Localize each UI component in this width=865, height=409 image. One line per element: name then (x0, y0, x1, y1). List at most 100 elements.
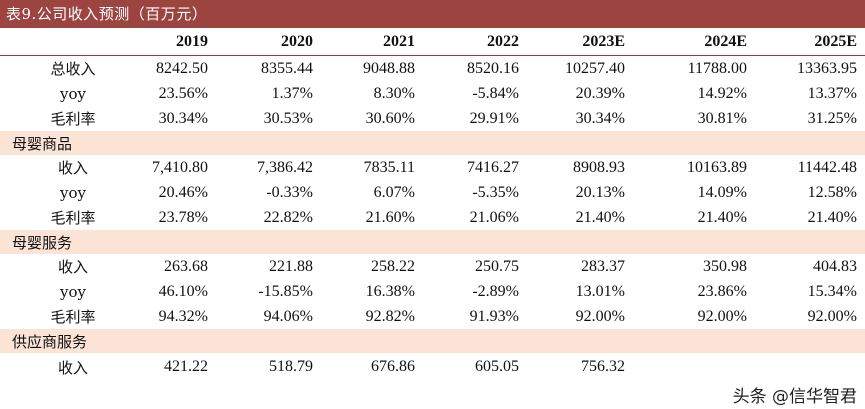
table-cell: 92.00% (697, 307, 747, 325)
section-row: 母婴服务 (0, 230, 865, 254)
table-cell: 14.09% (697, 183, 747, 201)
table-cell: 15.34% (807, 282, 857, 300)
table-cell: 94.06% (263, 307, 313, 325)
table-cell: 6.07% (373, 183, 415, 201)
watermark: 头条 @信华智君 (730, 382, 859, 407)
table-cell: 91.93% (469, 307, 519, 325)
table-cell: 605.05 (475, 358, 519, 375)
header-year-2023E: 2023E (527, 28, 633, 56)
row-label: 收入 (57, 358, 88, 377)
table-cell (755, 353, 865, 381)
table-cell: 1.37% (271, 84, 313, 102)
table-cell: 21.60% (365, 208, 415, 226)
table-cell: 23.56% (158, 84, 208, 102)
section-label: 母婴服务 (0, 230, 865, 254)
row-label: yoy (60, 282, 86, 301)
table-cell: 92.82% (365, 307, 415, 325)
header-year-2020: 2020 (216, 28, 321, 56)
table-cell: 30.81% (697, 109, 747, 127)
revenue-forecast-table: 2019 2020 2021 2022 2023E 2024E 2025E 总收入 8242.… (0, 28, 865, 381)
header-label-cell (0, 28, 146, 56)
table-cell: -2.89% (472, 282, 519, 300)
header-year-2024E: 2024E (633, 28, 755, 56)
table-cell: 21.06% (469, 208, 519, 226)
table-header-row: 2019 2020 2021 2022 2023E 2024E 2025E (0, 28, 865, 56)
table-cell: 31.25% (807, 109, 857, 127)
table-cell: 8908.93 (573, 158, 625, 176)
table-cell: 283.37 (581, 257, 625, 275)
table-cell (633, 353, 755, 381)
table-cell: 8520.16 (467, 59, 519, 77)
table-row: 毛利率 94.32% 94.06% 92.82% 91.93% 92.00% 92.00% 9… (0, 304, 865, 329)
table-cell: 518.79 (269, 358, 313, 375)
table-title: 表9.公司收入预测（百万元） (0, 0, 865, 28)
table-row: yoy 46.10% -15.85% 16.38% -2.89% 13.01% 23.86%… (0, 279, 865, 304)
table-cell: 30.60% (365, 109, 415, 127)
table-row: yoy 23.56% 1.37% 8.30% -5.84% 20.39% 14.92% 13.… (0, 81, 865, 106)
table-cell: 92.00% (807, 307, 857, 325)
table-cell: 10163.89 (687, 158, 747, 176)
table-cell: 46.10% (158, 282, 208, 300)
table-cell: -5.35% (472, 183, 519, 201)
table-cell: 8242.50 (156, 59, 208, 77)
table-cell: 263.68 (164, 257, 208, 275)
table-row: 收入 421.22 518.79 676.86 605.05 756.32 (0, 353, 865, 381)
table-cell: 20.46% (158, 183, 208, 201)
table-cell: 11442.48 (797, 158, 857, 176)
table-cell: 12.58% (807, 183, 857, 201)
table-cell: 404.83 (813, 257, 857, 275)
table-cell: -5.84% (472, 84, 519, 102)
table-cell: 421.22 (164, 358, 208, 375)
table-cell: 30.34% (158, 109, 208, 127)
header-year-2025E: 2025E (755, 28, 865, 56)
header-year-2022: 2022 (423, 28, 527, 56)
table-row: 毛利率 23.78% 22.82% 21.60% 21.06% 21.40% 21.40% 2… (0, 205, 865, 230)
table-cell: 13.37% (807, 84, 857, 102)
section-row: 供应商服务 (0, 329, 865, 353)
table-cell: 21.40% (807, 208, 857, 226)
table-cell: 22.82% (263, 208, 313, 226)
table-body: 总收入 8242.50 8355.44 9048.88 8520.16 10257.40 1… (0, 56, 865, 382)
header-year-2019: 2019 (146, 28, 216, 56)
table-cell: 258.22 (371, 257, 415, 275)
row-label: yoy (60, 183, 86, 202)
table-row: 总收入 8242.50 8355.44 9048.88 8520.16 10257.40 1… (0, 56, 865, 82)
row-label: 毛利率 (50, 308, 96, 326)
header-year-2021: 2021 (321, 28, 423, 56)
table-row: 收入 263.68 221.88 258.22 250.75 283.37 350.98 40… (0, 254, 865, 279)
table-cell: 23.86% (697, 282, 747, 300)
table-cell: 9048.88 (363, 59, 415, 77)
table-cell: 8.30% (373, 84, 415, 102)
table-cell: 29.91% (469, 109, 519, 127)
table-cell: 92.00% (575, 307, 625, 325)
row-label: 毛利率 (50, 209, 96, 227)
table-cell: 13363.95 (797, 59, 857, 77)
table-cell: 7,386.42 (257, 158, 313, 176)
table-cell: 8355.44 (261, 59, 313, 77)
table-cell: 350.98 (703, 257, 747, 275)
table-cell: 13.01% (575, 282, 625, 300)
row-label: yoy (60, 84, 86, 103)
table-cell: 16.38% (365, 282, 415, 300)
table-cell: 11788.00 (687, 59, 747, 77)
section-label: 母婴商品 (0, 131, 865, 155)
row-label: 收入 (57, 258, 88, 276)
table-cell: 20.39% (575, 84, 625, 102)
table-cell: 7416.27 (467, 158, 519, 176)
table-cell: 676.86 (371, 358, 415, 375)
row-label: 收入 (57, 159, 88, 177)
table-cell: 30.53% (263, 109, 313, 127)
row-label: 总收入 (50, 60, 96, 78)
table-cell: 21.40% (697, 208, 747, 226)
section-row: 母婴商品 (0, 131, 865, 155)
table-cell: 21.40% (575, 208, 625, 226)
table-cell: 30.34% (575, 109, 625, 127)
table-row: 收入 7,410.80 7,386.42 7835.11 7416.27 8908.93 1… (0, 155, 865, 180)
table-cell: 221.88 (269, 257, 313, 275)
table-cell: 14.92% (697, 84, 747, 102)
table-cell: 7,410.80 (152, 158, 208, 176)
table-cell: -0.33% (266, 183, 313, 201)
table-cell: 23.78% (158, 208, 208, 226)
table-cell: 94.32% (158, 307, 208, 325)
table-cell: 756.32 (581, 358, 625, 375)
